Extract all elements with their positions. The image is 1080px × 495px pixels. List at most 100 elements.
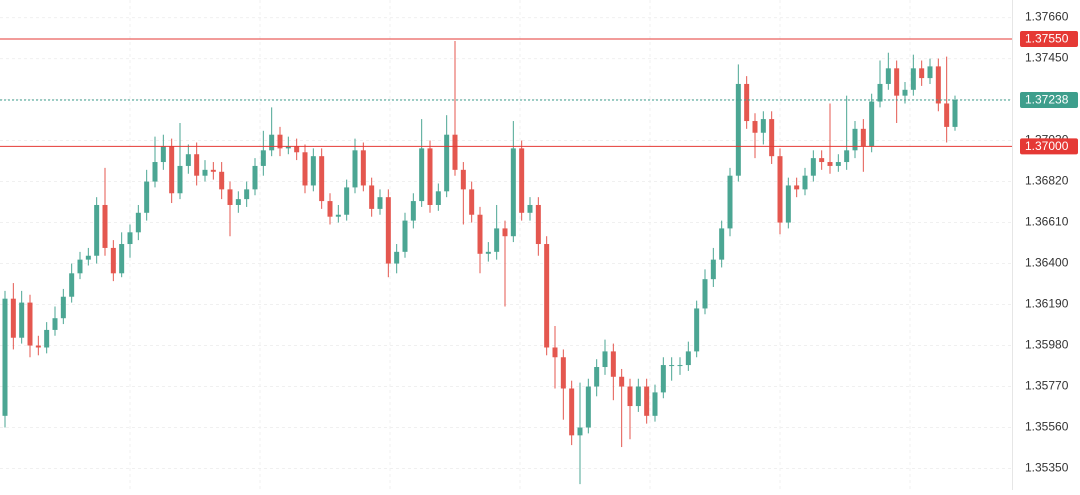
candle-body [402, 220, 408, 252]
candle-body [94, 204, 100, 256]
y-tick-label: 1.35980 [1025, 338, 1069, 352]
candle-body [552, 347, 558, 358]
candle-body [252, 165, 258, 190]
y-tick-label: 1.36190 [1025, 297, 1069, 311]
candle-body [410, 201, 416, 221]
candle-body [777, 156, 783, 223]
candle-body [927, 66, 933, 79]
candle-body [144, 181, 150, 213]
candle-body [602, 351, 608, 368]
candle-body [752, 121, 758, 133]
candle-body [10, 298, 16, 338]
y-tick-label: 1.36610 [1025, 215, 1069, 229]
candle-body [610, 351, 616, 377]
candle-body [810, 158, 816, 176]
candle-body [827, 162, 833, 166]
candle-body [485, 251, 491, 254]
candle-body [177, 165, 183, 194]
candle-body [452, 134, 458, 170]
candle-body [185, 154, 191, 166]
candle-body [369, 185, 375, 209]
candle-body [260, 150, 266, 166]
candle-body [852, 128, 858, 151]
candle-body [660, 365, 666, 393]
candle-body [794, 185, 800, 190]
y-tick-label: 1.37660 [1025, 10, 1069, 24]
candle-body [419, 148, 425, 202]
candle-body [435, 191, 441, 205]
candle-body [760, 119, 766, 133]
candle-body [560, 357, 566, 389]
y-tick-label: 1.36400 [1025, 256, 1069, 270]
candle-body [944, 103, 950, 127]
candle-body [427, 148, 433, 205]
candle-body [519, 148, 525, 213]
candle-body [569, 388, 575, 436]
candle-body [102, 204, 108, 248]
candle-body [819, 158, 825, 163]
candle-body [385, 197, 391, 264]
candle-body [702, 279, 708, 309]
candle-body [844, 150, 850, 163]
candle-body [744, 83, 750, 122]
y-tick-label: 1.35350 [1025, 461, 1069, 475]
candle-body [894, 68, 900, 96]
candle-body [219, 171, 225, 190]
candle-body [535, 204, 541, 245]
candle-body [902, 89, 908, 96]
candle-body [594, 367, 600, 387]
candle-body [2, 298, 8, 416]
candle-body [510, 148, 516, 237]
candle-body [44, 329, 50, 348]
candle-body [910, 68, 916, 90]
price-tag-label: 1.37550 [1025, 32, 1069, 46]
candle-body [77, 259, 83, 274]
candle-body [769, 119, 775, 157]
y-tick-label: 1.35560 [1025, 420, 1069, 434]
candle-body [344, 187, 350, 215]
candle-body [935, 66, 941, 104]
candle-body [444, 134, 450, 192]
candle-body [694, 308, 700, 352]
candle-body [285, 146, 291, 149]
candle-body [885, 68, 891, 84]
candle-body [735, 83, 741, 176]
price-tag-label: 1.37238 [1025, 93, 1069, 107]
candle-body [60, 296, 66, 319]
candle-body [502, 228, 508, 237]
candle-body [860, 128, 866, 147]
candle-body [377, 197, 383, 209]
candle-body [527, 204, 533, 213]
candle-body [394, 251, 400, 264]
candle-body [719, 228, 725, 260]
candle-body [869, 101, 875, 147]
candle-body [160, 146, 166, 163]
candle-body [685, 351, 691, 366]
candle-body [27, 302, 33, 346]
price-tag [1020, 138, 1078, 155]
candle-body [469, 189, 475, 215]
candle-body [294, 146, 300, 153]
price-tag [1020, 31, 1078, 48]
price-tag [1020, 91, 1078, 108]
candle-body [877, 83, 883, 102]
candle-body [644, 386, 650, 416]
candle-body [110, 247, 116, 274]
candle-body [335, 214, 341, 217]
candle-body [277, 134, 283, 149]
candle-body [310, 156, 316, 186]
candle-body [210, 169, 216, 172]
candle-body [52, 318, 58, 330]
candle-body [85, 255, 91, 260]
candle-body [635, 386, 641, 407]
candle-body [652, 392, 658, 416]
candle-body [919, 68, 925, 79]
candle-body [785, 185, 791, 223]
candle-body [319, 156, 325, 202]
candle-body [585, 386, 591, 428]
candle-body [360, 150, 366, 186]
candle-body [669, 365, 675, 367]
candle-body [202, 169, 208, 176]
